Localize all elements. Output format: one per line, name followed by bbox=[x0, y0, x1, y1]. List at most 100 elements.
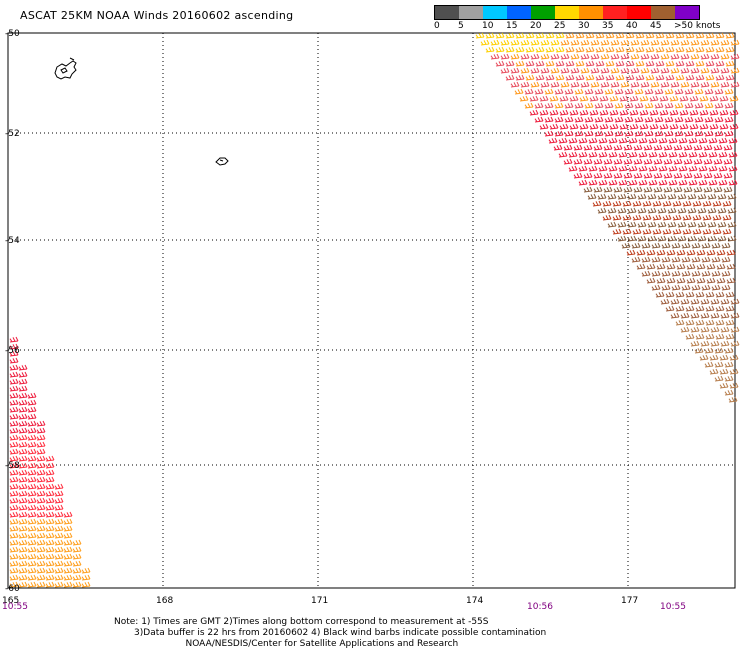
wind-barb bbox=[719, 354, 729, 361]
wind-barb bbox=[36, 483, 46, 490]
wind-barb bbox=[18, 476, 28, 483]
wind-barb bbox=[705, 32, 715, 39]
wind-barb bbox=[27, 392, 37, 399]
wind-barb bbox=[535, 74, 545, 81]
wind-barb bbox=[633, 172, 643, 179]
wind-barb bbox=[679, 95, 689, 102]
wind-barb bbox=[625, 74, 635, 81]
wind-barb bbox=[675, 60, 685, 67]
wind-barb bbox=[570, 53, 580, 60]
lon-label: 165 bbox=[2, 596, 19, 606]
wind-barb bbox=[9, 539, 19, 546]
legend-label: 0 bbox=[434, 21, 440, 31]
wind-barb bbox=[697, 235, 707, 242]
wind-barb bbox=[525, 74, 535, 81]
wind-barb bbox=[27, 455, 37, 462]
wind-barb bbox=[671, 256, 681, 263]
wind-barb bbox=[689, 123, 699, 130]
wind-barb bbox=[620, 39, 630, 46]
wind-barb bbox=[659, 123, 669, 130]
wind-barb bbox=[584, 116, 594, 123]
graticule bbox=[8, 33, 735, 588]
wind-barb bbox=[641, 270, 651, 277]
wind-barb bbox=[618, 179, 628, 186]
wind-barb bbox=[718, 165, 728, 172]
wind-barb bbox=[18, 364, 28, 371]
wind-barb bbox=[684, 130, 694, 137]
wind-barb bbox=[540, 81, 550, 88]
wind-barb bbox=[723, 158, 733, 165]
wind-barb bbox=[724, 347, 734, 354]
wind-barb bbox=[698, 165, 708, 172]
wind-barb bbox=[618, 137, 628, 144]
wind-barb bbox=[702, 228, 712, 235]
wind-barb bbox=[505, 60, 515, 67]
legend-label: 5 bbox=[458, 21, 464, 31]
wind-barb bbox=[714, 375, 724, 382]
wind-barb bbox=[27, 413, 37, 420]
wind-barb bbox=[54, 539, 64, 546]
wind-barb bbox=[558, 137, 568, 144]
wind-barb bbox=[716, 249, 726, 256]
wind-barb bbox=[663, 186, 673, 193]
wind-barb bbox=[638, 151, 648, 158]
wind-barb bbox=[565, 46, 575, 53]
wind-barb bbox=[658, 179, 668, 186]
wind-barb bbox=[27, 567, 37, 574]
wind-barb bbox=[563, 158, 573, 165]
wind-barb bbox=[690, 53, 700, 60]
wind-barb bbox=[691, 284, 701, 291]
wind-barb bbox=[9, 385, 19, 392]
wind-barb bbox=[18, 567, 28, 574]
lon-label: 174 bbox=[466, 596, 483, 606]
wind-barb bbox=[578, 137, 588, 144]
wind-barb bbox=[18, 504, 28, 511]
wind-barb bbox=[554, 88, 564, 95]
wind-barb bbox=[36, 539, 46, 546]
wind-barb bbox=[622, 214, 632, 221]
wind-barb bbox=[475, 32, 485, 39]
wind-barb bbox=[615, 60, 625, 67]
wind-barb bbox=[705, 46, 715, 53]
wind-barb bbox=[9, 581, 19, 588]
wind-barb bbox=[549, 123, 559, 130]
wind-barb bbox=[716, 277, 726, 284]
wind-barb bbox=[519, 95, 529, 102]
wind-barb bbox=[623, 144, 633, 151]
wind-barb bbox=[680, 81, 690, 88]
legend-swatch bbox=[579, 6, 603, 19]
wind-barb bbox=[590, 53, 600, 60]
wind-barb bbox=[608, 165, 618, 172]
wind-barb bbox=[564, 116, 574, 123]
wind-barb bbox=[699, 123, 709, 130]
wind-barb bbox=[27, 483, 37, 490]
wind-barb bbox=[705, 74, 715, 81]
wind-barb bbox=[54, 553, 64, 560]
wind-barb bbox=[72, 560, 82, 567]
wind-barb bbox=[690, 326, 700, 333]
wind-barb bbox=[515, 46, 525, 53]
wind-barb bbox=[639, 109, 649, 116]
wind-barb bbox=[708, 165, 718, 172]
wind-barb bbox=[662, 228, 672, 235]
wind-barb bbox=[27, 553, 37, 560]
wind-barb bbox=[36, 581, 46, 588]
wind-barb bbox=[657, 221, 667, 228]
wind-barb bbox=[709, 109, 719, 116]
campbell-island bbox=[215, 157, 229, 166]
wind-barb bbox=[63, 532, 73, 539]
wind-barb bbox=[520, 81, 530, 88]
wind-barb bbox=[621, 242, 631, 249]
wind-barb bbox=[45, 490, 55, 497]
wind-barb bbox=[722, 200, 732, 207]
wind-barb bbox=[653, 172, 663, 179]
wind-barb bbox=[609, 123, 619, 130]
legend-label: 25 bbox=[554, 21, 566, 31]
wind-barb bbox=[610, 53, 620, 60]
wind-barb bbox=[568, 151, 578, 158]
wind-barb bbox=[683, 186, 693, 193]
wind-barb bbox=[9, 378, 19, 385]
wind-barb bbox=[725, 333, 735, 340]
wind-barb bbox=[554, 102, 564, 109]
